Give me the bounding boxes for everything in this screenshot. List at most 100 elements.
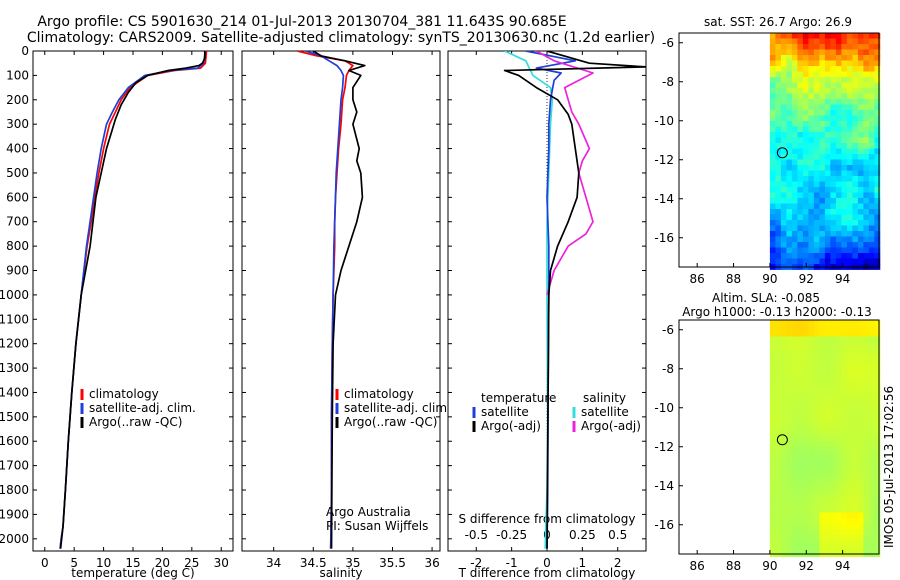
map-cell: [802, 391, 809, 398]
map-cell: [841, 347, 848, 354]
map-cell: [868, 446, 875, 453]
map-cell: [830, 518, 837, 524]
map-cell: [780, 126, 787, 133]
map-cell: [846, 479, 853, 486]
map-cell: [846, 424, 853, 431]
map-cell: [857, 413, 864, 420]
map-cell: [813, 49, 820, 56]
map-cell: [863, 82, 870, 89]
map-cell: [835, 507, 842, 513]
map-cell: [813, 192, 820, 199]
map-cell: [830, 331, 837, 337]
map-cell: [769, 545, 776, 552]
map-cell: [808, 71, 815, 78]
map-cell: [841, 463, 848, 469]
map-cell: [852, 170, 859, 177]
map-cell: [857, 165, 864, 171]
map-cell: [819, 154, 826, 160]
map-cell: [852, 253, 859, 259]
map-cell: [791, 320, 798, 326]
map-cell: [791, 435, 798, 442]
map-cell: [874, 518, 881, 524]
map-cell: [835, 441, 842, 447]
map-cell: [830, 55, 837, 61]
map-cell: [802, 424, 809, 431]
map-cell: [857, 501, 864, 508]
map-cell: [802, 88, 809, 94]
map-cell: [780, 369, 787, 376]
map-cell: [819, 342, 826, 348]
map-cell: [841, 529, 848, 535]
map-cell: [852, 181, 859, 188]
map-cell: [808, 424, 815, 431]
map-cell: [830, 369, 837, 376]
map-cell: [786, 441, 793, 447]
map-cell: [846, 148, 853, 155]
map-cell: [780, 214, 787, 221]
map-cell: [852, 413, 859, 420]
map-cell: [841, 353, 848, 359]
map-cell: [797, 60, 804, 67]
map-cell: [813, 507, 820, 513]
map-cell: [830, 512, 837, 519]
map-cell: [857, 60, 864, 67]
map-cell: [874, 375, 881, 381]
map-cell: [819, 402, 826, 409]
map-cell: [852, 523, 859, 530]
map-cell: [824, 115, 831, 122]
map-cell: [835, 55, 842, 61]
map-cell: [852, 99, 859, 105]
map-cell: [797, 66, 804, 72]
map-cell: [797, 534, 804, 541]
series-line-s-argo-adj-: [535, 51, 594, 296]
map-cell: [852, 165, 859, 171]
map-cell: [835, 71, 842, 78]
map-cell: [791, 236, 798, 243]
map-cell: [824, 353, 831, 359]
map-cell: [824, 33, 831, 39]
map-cell: [841, 33, 848, 39]
x-tick-label: 92: [799, 559, 814, 573]
map-cell: [769, 364, 776, 370]
map-cell: [857, 380, 864, 387]
map-cell: [786, 77, 793, 83]
map-cell: [852, 424, 859, 431]
map-cell: [835, 198, 842, 204]
map-cell: [797, 93, 804, 100]
map-cell: [780, 353, 787, 359]
map-cell: [830, 143, 837, 149]
y-tick-label: -16: [654, 518, 674, 532]
map-cell: [835, 413, 842, 420]
map-cell: [824, 468, 831, 475]
map-cell: [802, 253, 809, 259]
map-cell: [863, 66, 870, 72]
map-cell: [841, 242, 848, 248]
map-cell: [863, 369, 870, 376]
y-tick-label: 1500: [0, 410, 29, 424]
map-cell: [863, 121, 870, 127]
map-cell: [786, 82, 793, 89]
map-cell: [769, 38, 776, 45]
map-cell: [775, 187, 782, 193]
map-cell: [835, 369, 842, 376]
map-cell: [786, 446, 793, 453]
map-cell: [780, 231, 787, 237]
map-cell: [846, 347, 853, 354]
map-cell: [797, 77, 804, 83]
map-cell: [857, 247, 864, 254]
map-cell: [819, 424, 826, 431]
map-cell: [835, 93, 842, 100]
map-cell: [868, 55, 875, 61]
map-cell: [835, 203, 842, 210]
map-cell: [835, 231, 842, 237]
map-cell: [813, 545, 820, 552]
map-cell: [808, 104, 815, 111]
map-cell: [868, 71, 875, 78]
map-cell: [780, 331, 787, 337]
map-cell: [863, 424, 870, 431]
map-cell: [802, 176, 809, 182]
map-cell: [874, 88, 881, 94]
map-cell: [857, 397, 864, 403]
map-cell: [808, 496, 815, 502]
map-cell: [824, 325, 831, 332]
